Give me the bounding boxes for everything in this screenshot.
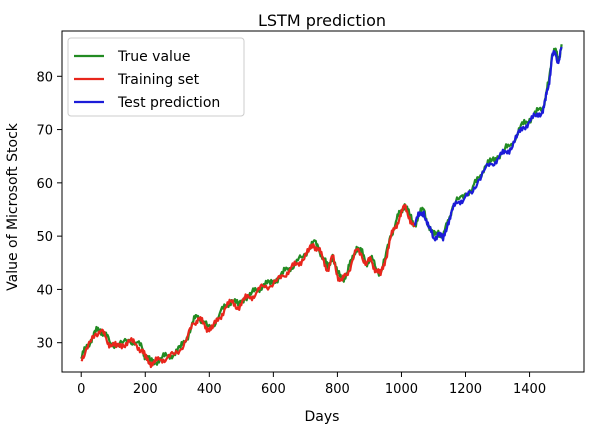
legend-label: True value xyxy=(117,49,190,65)
x-tick-label: 200 xyxy=(133,382,158,397)
legend: True value Training set Test prediction xyxy=(67,37,245,117)
x-tick-label: 600 xyxy=(261,382,286,397)
x-axis-title: Days xyxy=(305,409,340,425)
chart-title: LSTM prediction xyxy=(258,11,386,30)
plot-frame xyxy=(61,30,585,373)
x-tick-label: 800 xyxy=(325,382,350,397)
y-tick-label: 50 xyxy=(36,230,53,245)
x-tick-label: 1400 xyxy=(513,382,546,397)
legend-label: Training set xyxy=(117,72,200,88)
y-tick-label: 70 xyxy=(36,124,53,139)
legend-label: Test prediction xyxy=(117,95,220,111)
y-tick-label: 40 xyxy=(36,283,53,298)
series-line-2 xyxy=(80,204,416,369)
series-line-3 xyxy=(414,46,563,242)
y-tick-label: 60 xyxy=(36,177,53,192)
x-axis: 0 200 400 600 800 1000 1200 1400 xyxy=(77,372,546,397)
y-axis-title: Value of Microsoft Stock xyxy=(5,122,21,291)
x-tick-label: 1200 xyxy=(449,382,482,397)
y-tick-label: 80 xyxy=(36,70,53,85)
x-tick-label: 1000 xyxy=(385,382,418,397)
legend-box xyxy=(67,37,245,117)
x-tick-label: 0 xyxy=(77,382,85,397)
x-tick-label: 400 xyxy=(197,382,222,397)
y-tick-label: 30 xyxy=(36,337,53,352)
y-axis: 30 40 50 60 70 80 xyxy=(36,70,62,352)
series-layer xyxy=(80,44,563,369)
